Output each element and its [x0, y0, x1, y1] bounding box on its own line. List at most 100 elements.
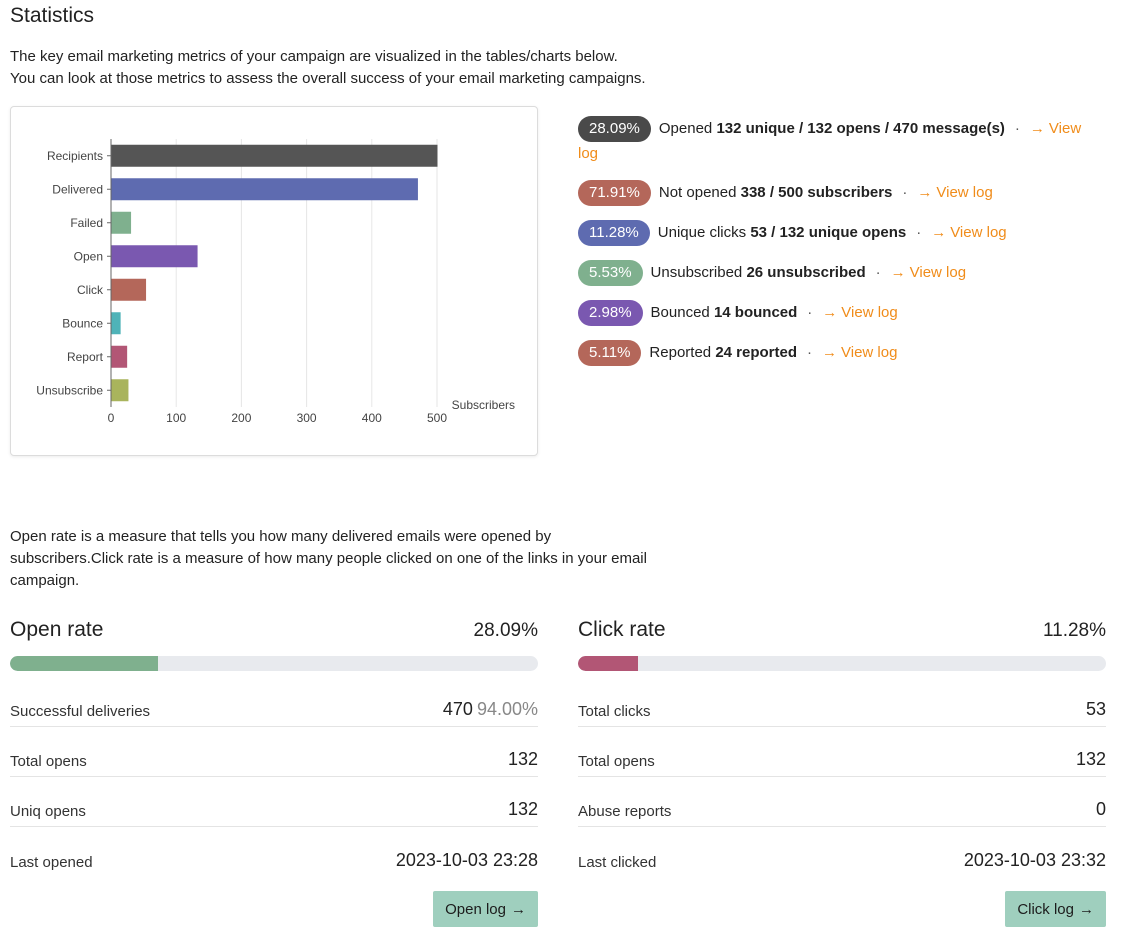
stat-row: Last clicked 2023-10-03 23:32	[578, 827, 1106, 877]
bar-recipients	[111, 144, 438, 167]
metric-label: Bounced	[650, 304, 710, 322]
stat-label: Total opens	[10, 753, 87, 770]
intro-line: You can look at those metrics to assess …	[10, 70, 646, 87]
stat-number: 132	[1075, 749, 1106, 769]
bar-report	[111, 345, 128, 368]
metric-label: Reported	[649, 344, 712, 362]
view-log-label: View log	[950, 224, 1007, 242]
metric-percent-badge: 5.53%	[578, 260, 643, 287]
rate-desc-line: campaign.	[10, 572, 80, 589]
stat-value: 2023-10-03 23:28	[396, 850, 538, 871]
rate-desc-line: subscribers.Click rate is a measure of h…	[10, 550, 647, 567]
stat-label: Last clicked	[578, 854, 657, 871]
metric-label: Opened	[658, 120, 713, 137]
category-label: Open	[74, 249, 103, 263]
stat-row: Last opened 2023-10-03 23:28	[10, 827, 538, 877]
separator-dot: ·	[807, 344, 813, 362]
view-log-link[interactable]: → View log	[822, 304, 897, 321]
stat-label: Total clicks	[578, 703, 651, 720]
open-log-button[interactable]: Open log →	[433, 891, 538, 927]
view-log-label: View log	[936, 184, 993, 202]
separator-dot: ·	[807, 304, 813, 322]
stat-label: Successful deliveries	[10, 703, 151, 720]
stat-label: Total opens	[578, 753, 655, 770]
arrow-right-icon: →	[931, 224, 947, 242]
view-log-label: View log	[578, 120, 1082, 163]
stat-row: Total opens 132	[578, 727, 1106, 777]
open-rate-progress	[10, 656, 538, 671]
view-log-label: View log	[841, 304, 898, 322]
open-rate-panel: Open rate 28.09% Successful deliveries 470 9…	[10, 618, 538, 927]
open-rate-title: Open rate	[10, 618, 104, 641]
stat-value: 0	[1096, 799, 1106, 820]
metric-value: 338 / 500 subscribers	[740, 184, 893, 202]
stat-number: 132	[507, 799, 538, 819]
page-title: Statistics	[10, 4, 95, 27]
metric-label: Unique clicks	[657, 224, 747, 242]
category-label: Failed	[70, 216, 103, 230]
x-tick-label: 500	[427, 411, 447, 425]
open-rate-header: Open rate 28.09%	[10, 618, 538, 646]
x-tick-label: 0	[108, 411, 115, 425]
arrow-right-icon: →	[822, 344, 838, 362]
separator-dot: ·	[902, 184, 908, 202]
metric-row: 11.28% Unique clicks 53 / 132 unique open…	[578, 220, 1098, 247]
click-rate-progress-fill	[578, 656, 638, 671]
separator-dot: ·	[1014, 120, 1020, 137]
metric-percent-badge: 28.09%	[578, 116, 651, 142]
click-log-button[interactable]: Click log →	[1005, 891, 1106, 927]
stat-row: Total clicks 53	[578, 677, 1106, 727]
category-label: Recipients	[47, 149, 103, 163]
view-log-link[interactable]: → View log	[931, 224, 1006, 241]
metrics-list: 28.09% Opened 132 unique / 132 opens / 47…	[578, 116, 1098, 380]
stat-label: Abuse reports	[578, 803, 672, 820]
view-log-link[interactable]: → View log	[917, 184, 992, 201]
view-log-link[interactable]: → View log	[578, 120, 1081, 162]
metric-row: 5.11% Reported 24 reported · → View log	[578, 340, 1098, 367]
arrow-right-icon: →	[511, 900, 526, 918]
bar-chart-svg: 0 100 200 300 400 500 Recipients Delivered Faile…	[36, 139, 515, 425]
click-rate-percent: 11.28%	[1042, 620, 1106, 641]
stat-row: Total opens 132	[10, 727, 538, 777]
stat-number: 2023-10-03 23:32	[963, 850, 1106, 870]
bar-unsubscribe	[111, 379, 129, 402]
stat-value: 470 94.00%	[443, 699, 538, 720]
stat-row: Abuse reports 0	[578, 777, 1106, 827]
click-log-label: Click log	[1017, 900, 1074, 918]
x-axis-label: Subscribers	[452, 398, 515, 412]
metric-percent-badge: 11.28%	[578, 220, 650, 247]
metric-value: 14 bounced	[713, 304, 798, 322]
bar-open	[111, 245, 198, 268]
metric-row: 2.98% Bounced 14 bounced · → View log	[578, 300, 1098, 327]
click-rate-header: Click rate 11.28%	[578, 618, 1106, 646]
arrow-right-icon: →	[917, 184, 933, 202]
arrow-right-icon: →	[890, 264, 906, 282]
metric-percent-badge: 5.11%	[578, 340, 642, 367]
bar-delivered	[111, 178, 418, 201]
metric-value: 53 / 132 unique opens	[750, 224, 907, 242]
view-log-label: View log	[909, 264, 967, 282]
stat-value: 53	[1086, 699, 1106, 720]
stat-row: Uniq opens 132	[10, 777, 538, 827]
metric-label: Unsubscribed	[650, 264, 743, 282]
arrow-right-icon: →	[1079, 900, 1094, 918]
view-log-link[interactable]: → View log	[822, 344, 897, 361]
intro-line: The key email marketing metrics of your …	[10, 48, 618, 65]
stat-subvalue: 94.00%	[476, 699, 538, 719]
bar-bounce	[111, 312, 121, 335]
x-tick-label: 400	[362, 411, 382, 425]
bar-failed	[111, 211, 132, 234]
stat-row: Successful deliveries 470 94.00%	[10, 677, 538, 727]
open-rate-percent: 28.09%	[473, 620, 538, 641]
metric-value: 24 reported	[715, 344, 798, 362]
stat-number: 2023-10-03 23:28	[395, 850, 538, 870]
stat-number: 0	[1095, 799, 1106, 819]
stat-value: 132	[508, 749, 538, 770]
view-log-label: View log	[841, 344, 898, 362]
arrow-right-icon: →	[1029, 120, 1045, 137]
click-rate-panel: Click rate 11.28% Total clicks 53 Total open…	[578, 618, 1106, 927]
stat-number: 53	[1085, 699, 1106, 719]
stat-value: 132	[508, 799, 538, 820]
view-log-link[interactable]: → View log	[891, 264, 966, 281]
stat-value: 132	[1076, 749, 1106, 770]
